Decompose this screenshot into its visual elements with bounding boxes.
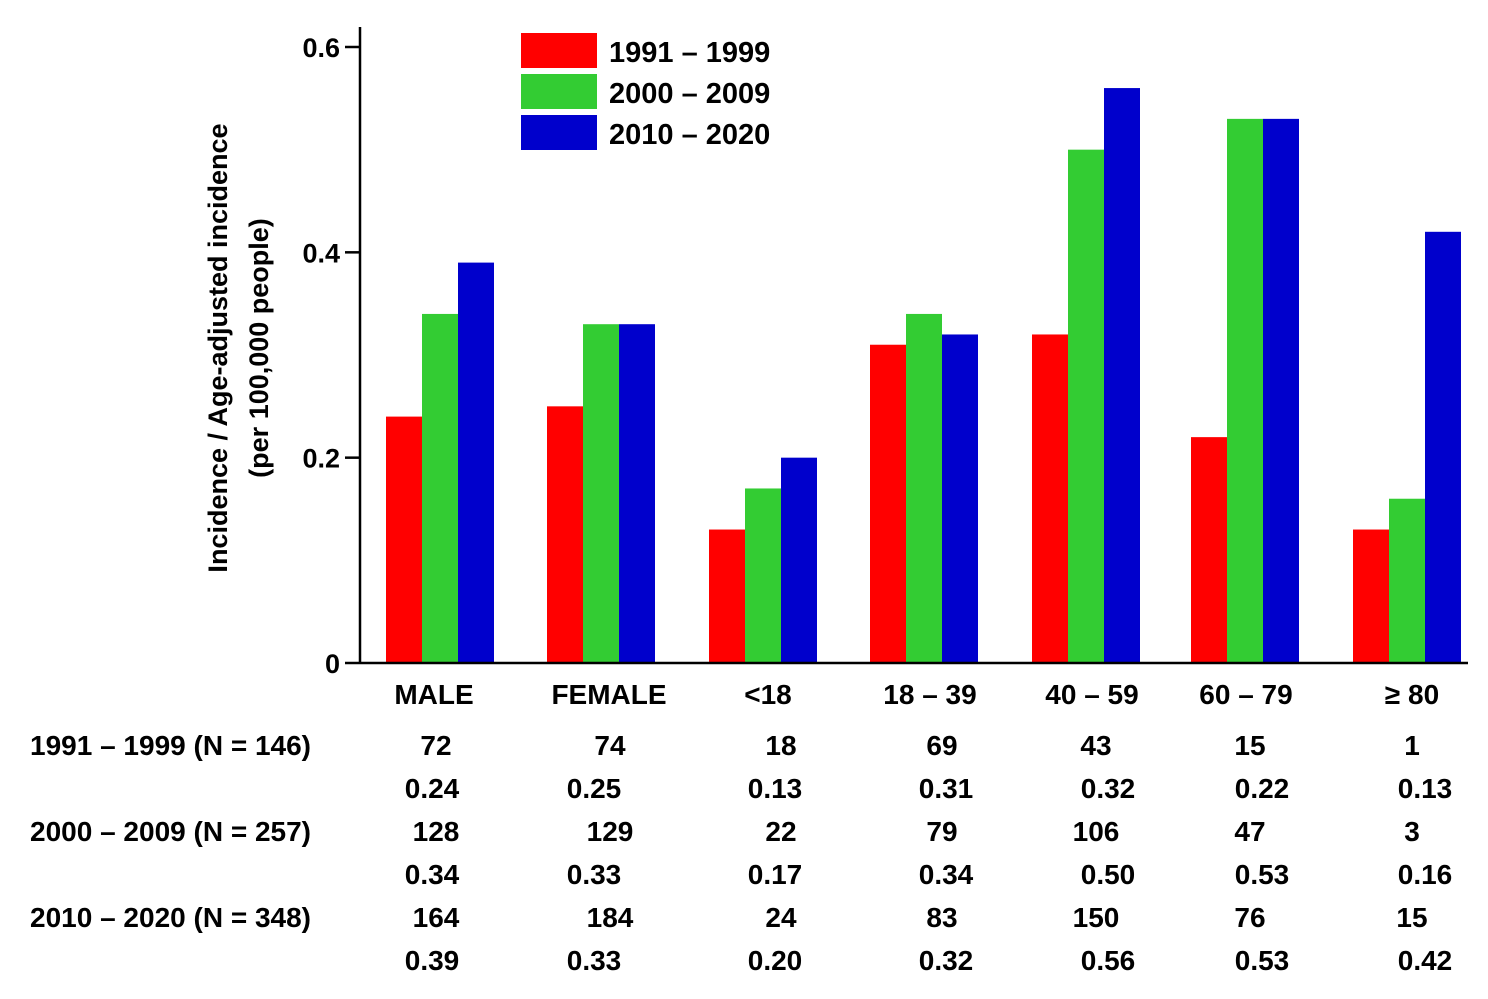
- legend-swatch-2: [521, 115, 597, 150]
- bar-5-0: [1191, 437, 1227, 663]
- legend-label-0: 1991 – 1999: [609, 37, 770, 69]
- table-rate: 0.16: [1398, 859, 1453, 890]
- table-count: 3: [1404, 816, 1420, 847]
- table-count: 15: [1396, 902, 1427, 933]
- table-rate: 0.34: [405, 859, 460, 890]
- axes-group: 0 0.2 0.4 0.6: [302, 27, 1468, 679]
- table-rate: 0.53: [1235, 859, 1290, 890]
- x-tick-label: ≥ 80: [1385, 679, 1439, 710]
- bar-0-0: [386, 416, 422, 663]
- bar-0-2: [458, 262, 494, 663]
- table-count: 22: [765, 816, 796, 847]
- y-tick-label: 0.4: [302, 238, 340, 268]
- table-count: 184: [587, 902, 634, 933]
- x-tick-label: <18: [744, 679, 792, 710]
- table-count: 79: [926, 816, 957, 847]
- table-count: 1: [1404, 730, 1420, 761]
- bar-4-1: [1068, 149, 1104, 663]
- x-tick-label: MALE: [394, 679, 473, 710]
- table-rate: 0.32: [1081, 773, 1136, 804]
- table-rate: 0.32: [919, 945, 974, 976]
- x-tick-label: 60 – 79: [1199, 679, 1292, 710]
- bar-5-2: [1263, 118, 1299, 663]
- table-rate: 0.24: [405, 773, 460, 804]
- table-rate: 0.33: [567, 945, 622, 976]
- table-rate: 0.31: [919, 773, 974, 804]
- bar-6-1: [1389, 498, 1425, 663]
- table-count: 43: [1080, 730, 1111, 761]
- table-rate: 0.39: [405, 945, 460, 976]
- table-rate: 0.13: [748, 773, 803, 804]
- table-count: 83: [926, 902, 957, 933]
- y-axis-label: Incidence / Age-adjusted incidence: [203, 123, 233, 572]
- table-rate: 0.13: [1398, 773, 1453, 804]
- bar-2-1: [745, 488, 781, 663]
- bar-6-2: [1425, 231, 1461, 664]
- table-count: 24: [765, 902, 797, 933]
- data-table: 1991 – 1999 (N = 146) 72 74 18 69 43 15 1 0.24 0.…: [30, 730, 1452, 976]
- category-labels: MALE FEMALE <18 18 – 39 40 – 59 60 – 79 ≥ 80: [394, 679, 1439, 710]
- bar-2-0: [709, 529, 745, 663]
- table-rate: 0.34: [919, 859, 974, 890]
- table-rate: 0.42: [1398, 945, 1453, 976]
- legend-swatch-1: [521, 74, 597, 109]
- table-rate: 0.53: [1235, 945, 1290, 976]
- y-tick-label: 0.2: [302, 444, 340, 474]
- y-axis-label-units: (per 100,000 people): [244, 218, 274, 478]
- legend-label-2: 2010 – 2020: [609, 119, 770, 151]
- bar-4-0: [1032, 334, 1068, 663]
- y-tick-label: 0.6: [302, 33, 340, 63]
- table-count: 47: [1234, 816, 1265, 847]
- table-row-label: 1991 – 1999 (N = 146): [30, 730, 311, 761]
- table-row-label: 2000 – 2009 (N = 257): [30, 816, 311, 847]
- bar-3-2: [942, 334, 978, 663]
- bar-3-0: [870, 344, 906, 663]
- table-rate: 0.56: [1081, 945, 1136, 976]
- bar-3-1: [906, 313, 942, 663]
- x-tick-label: 40 – 59: [1045, 679, 1138, 710]
- table-rate: 0.22: [1235, 773, 1290, 804]
- table-rate: 0.33: [567, 859, 622, 890]
- table-rate: 0.20: [748, 945, 803, 976]
- x-tick-label: FEMALE: [551, 679, 666, 710]
- bar-5-1: [1227, 118, 1263, 663]
- table-count: 164: [413, 902, 460, 933]
- table-count: 15: [1234, 730, 1265, 761]
- y-tick-label: 0: [325, 649, 340, 679]
- table-count: 76: [1234, 902, 1265, 933]
- bars-group: [386, 88, 1461, 664]
- table-rate: 0.17: [748, 859, 803, 890]
- x-tick-label: 18 – 39: [883, 679, 976, 710]
- bar-1-0: [547, 406, 583, 663]
- table-rate: 0.50: [1081, 859, 1136, 890]
- bar-1-1: [583, 324, 619, 663]
- bar-6-0: [1353, 529, 1389, 663]
- table-count: 69: [926, 730, 957, 761]
- bar-4-2: [1104, 88, 1140, 664]
- legend-swatch-0: [521, 33, 597, 68]
- bar-0-1: [422, 313, 458, 663]
- table-row-label: 2010 – 2020 (N = 348): [30, 902, 311, 933]
- table-count: 72: [420, 730, 451, 761]
- bar-1-2: [619, 324, 655, 663]
- legend: 1991 – 1999 2000 – 2009 2010 – 2020: [521, 33, 770, 151]
- table-count: 129: [587, 816, 634, 847]
- legend-label-1: 2000 – 2009: [609, 78, 770, 110]
- table-rate: 0.25: [567, 773, 622, 804]
- table-count: 150: [1073, 902, 1120, 933]
- bar-2-2: [781, 457, 817, 663]
- table-count: 106: [1073, 816, 1120, 847]
- table-count: 128: [413, 816, 460, 847]
- table-count: 74: [594, 730, 626, 761]
- table-count: 18: [765, 730, 796, 761]
